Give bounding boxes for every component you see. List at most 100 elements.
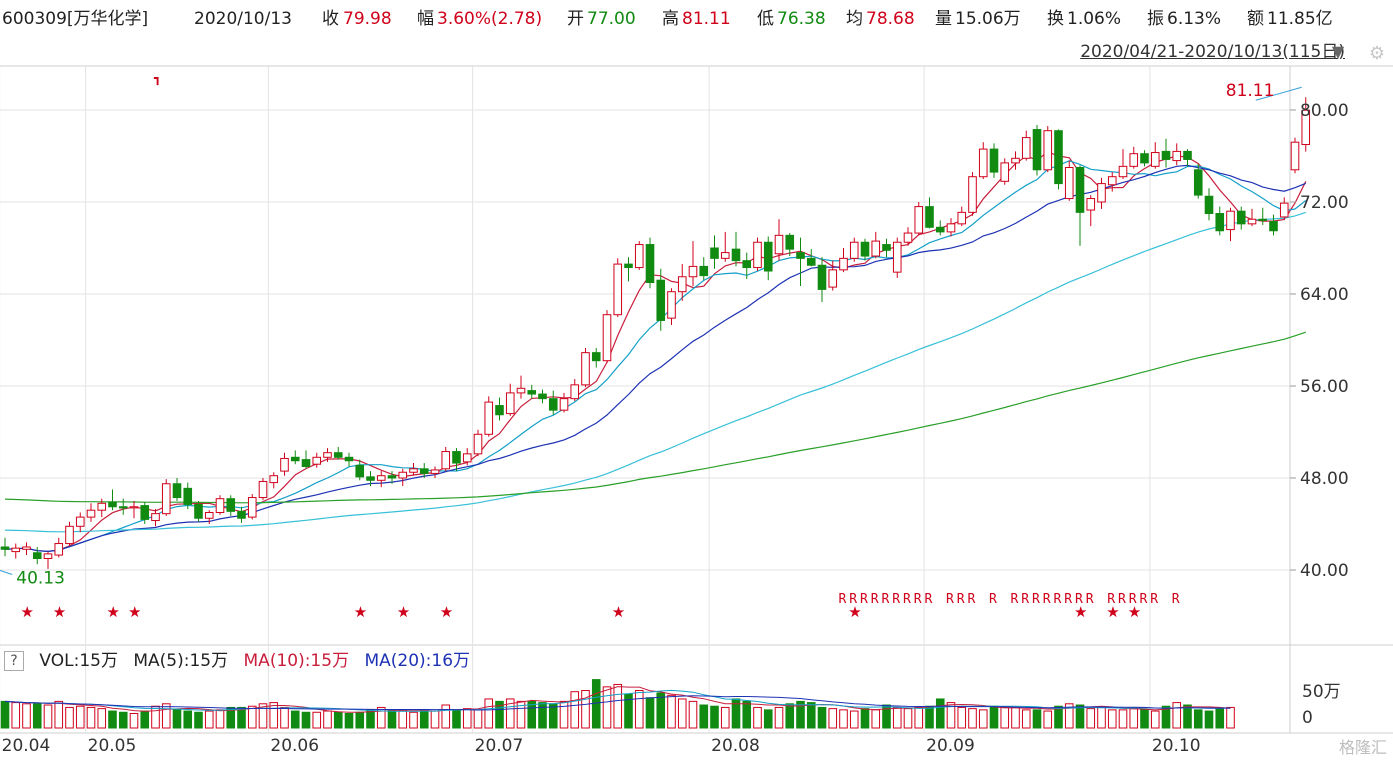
candle-body — [538, 393, 547, 400]
y-tick-label: 48.00 — [1300, 469, 1349, 489]
volume-bar — [613, 683, 623, 729]
volume-bar — [1021, 709, 1031, 729]
signal-star: ★ — [1074, 603, 1087, 621]
volume-bar — [108, 710, 117, 729]
volume-bar — [140, 710, 150, 729]
candle-body — [452, 451, 461, 464]
candle-body — [645, 244, 655, 284]
signal-r: R — [1043, 592, 1051, 607]
candle-body — [1118, 165, 1128, 178]
date-range[interactable]: 2020/04/21-2020/10/13(115日) — [1080, 42, 1345, 62]
volume-bar — [946, 702, 956, 729]
close-value: 79.98 — [343, 9, 392, 29]
x-tick-label: 20.10 — [1151, 736, 1201, 756]
volume-bar — [409, 711, 418, 729]
volume-bar — [1193, 709, 1203, 729]
extreme-markers: 81.11 40.13 ┓ — [0, 71, 1302, 589]
candle-body — [1269, 221, 1278, 232]
candle-body — [183, 487, 193, 505]
volume-bar — [817, 706, 827, 729]
signal-r: R — [871, 592, 879, 607]
candle-body — [54, 543, 64, 556]
candle-body — [129, 506, 139, 509]
gear-icon[interactable]: ⚙ — [1368, 43, 1386, 64]
signal-r: R — [1150, 592, 1158, 607]
candle-body — [387, 475, 397, 479]
candle-body — [1054, 130, 1063, 185]
candle-body — [591, 352, 601, 362]
x-tick-label: 20.07 — [474, 736, 524, 756]
volume-ma-line — [4, 695, 1231, 711]
candlesticks — [0, 97, 1311, 569]
help-icon[interactable]: ? — [4, 651, 24, 671]
volume-bar — [290, 710, 300, 729]
candle-body — [1097, 183, 1106, 203]
volume-bar — [677, 698, 687, 729]
candle-body — [462, 453, 472, 463]
signal-r: R — [968, 592, 976, 607]
volume-bar — [505, 698, 515, 729]
volume-bar — [430, 710, 440, 729]
avg-value: 78.68 — [866, 9, 915, 29]
signal-r: R — [903, 592, 911, 607]
candle-body — [656, 279, 666, 321]
signal-r: R — [849, 592, 857, 607]
watermark: 格隆汇 — [1338, 738, 1387, 757]
volume-bar — [75, 705, 85, 729]
candle-body — [194, 503, 203, 519]
volume-bar — [366, 709, 375, 729]
vol-tick-label: 50万 — [1302, 682, 1341, 702]
quote-header: 600309[万华化学] 2020/10/13 收 79.98 幅 3.60%(… — [0, 0, 1393, 38]
candle-body — [86, 509, 96, 518]
candle-body — [505, 392, 515, 415]
volume-bar — [11, 702, 21, 729]
candle-body — [1021, 137, 1031, 159]
candle-body — [22, 546, 31, 550]
volume-bar — [828, 708, 838, 729]
high-label: 81.11 — [1226, 81, 1275, 101]
volume-bar — [1204, 710, 1214, 729]
candle-body — [914, 206, 924, 234]
volume-bar — [1118, 709, 1128, 729]
volume-bar — [806, 702, 816, 729]
signal-r: R — [892, 592, 900, 607]
candle-body — [849, 241, 859, 259]
volume-bar — [344, 712, 354, 729]
candle-body — [1279, 202, 1289, 218]
candle-body — [1226, 210, 1235, 231]
candle-body — [441, 451, 451, 470]
candle-body — [75, 516, 85, 527]
signal-star: ★ — [107, 603, 120, 621]
triangle-down-icon[interactable]: ▼ — [1331, 42, 1345, 61]
volume-bar — [656, 692, 666, 729]
candle-body — [634, 244, 644, 269]
candle-body — [409, 468, 418, 473]
volume-bar — [1097, 706, 1106, 729]
volume-bar — [1054, 705, 1063, 729]
volume-bar — [978, 709, 988, 729]
stock-name[interactable]: 600309[万华化学] — [2, 9, 149, 29]
volume-bar — [419, 710, 429, 729]
signal-star: ★ — [1128, 603, 1141, 621]
candle-body — [871, 240, 881, 257]
candle-body — [1172, 150, 1182, 162]
candle-body — [957, 211, 967, 225]
volume-bar — [935, 698, 945, 729]
candle-body — [763, 241, 773, 272]
candle-body — [667, 291, 676, 319]
vol-ma5: MA(5):15万 — [133, 651, 229, 671]
volume-ma-line — [4, 689, 1231, 712]
signal-r: R — [1107, 592, 1115, 607]
candle-body — [699, 265, 709, 277]
y-tick-label: 72.00 — [1300, 193, 1349, 213]
volume-bar — [1129, 708, 1139, 729]
volume-bar — [516, 700, 526, 729]
candle-body — [1086, 198, 1096, 211]
x-tick-label: 20.06 — [270, 736, 320, 756]
moving-average-lines — [4, 151, 1307, 553]
candle-body — [151, 513, 160, 522]
volume-bar — [634, 689, 644, 729]
candle-body — [624, 263, 633, 269]
candle-body — [731, 248, 741, 262]
